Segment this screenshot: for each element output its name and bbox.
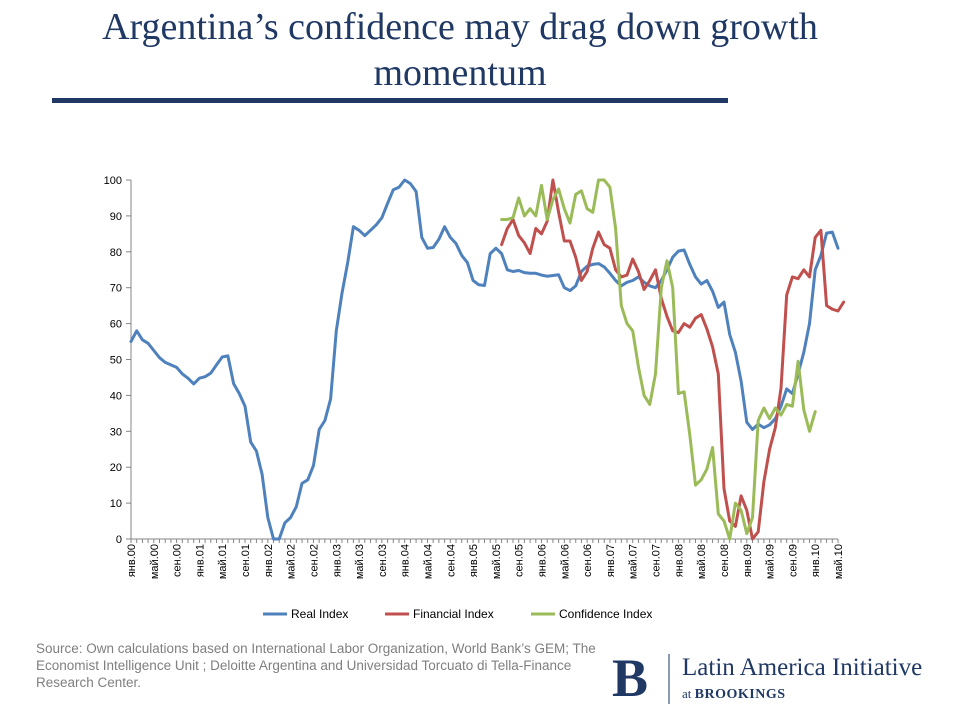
x-tick-label: янв.08 [673,544,685,577]
x-tick-label: май.07 [628,544,640,579]
series-line [500,178,846,541]
brookings-logo: B Latin America Initiative at BROOKINGS [612,650,952,710]
slide-title: Argentina’s confidence may drag down gro… [102,6,818,94]
x-tick-label: янв.04 [400,544,412,577]
x-tick-label: май.01 [217,544,229,579]
x-tick-label: сен.07 [651,544,663,577]
title-underline [52,98,728,103]
y-tick-label: 40 [110,390,122,402]
logo-sub-prefix: at [682,686,692,701]
y-tick-label: 30 [110,426,122,438]
x-tick-label: май.05 [491,544,503,579]
source-note: Source: Own calculations based on Intern… [36,641,596,690]
x-tick-label: май.10 [833,544,845,579]
x-tick-label: янв.05 [468,544,480,577]
y-tick-label: 0 [116,534,122,546]
x-tick-label: май.02 [286,544,298,579]
x-tick-label: май.09 [765,544,777,579]
x-tick-label: май.08 [696,544,708,579]
logo-divider [668,654,670,704]
x-tick-label: сен.04 [445,544,457,577]
y-tick-label: 100 [104,175,122,187]
brookings-b-mark: B [612,648,649,708]
line-chart: 0 10 20 30 40 50 60 70 80 90 100 янв.00 май.00 сен.0… [104,175,846,621]
x-tick-label: янв.07 [605,544,617,577]
x-tick-label: май.06 [559,544,571,579]
series-line [129,178,840,541]
y-axis: 0 10 20 30 40 50 60 70 80 90 100 [104,175,132,546]
x-tick-label: сен.03 [377,544,389,577]
logo-initiative-name: Latin America Initiative [682,654,923,681]
x-tick-label: янв.06 [537,544,549,577]
legend-label: Real Index [291,607,348,621]
legend-label: Confidence Index [559,607,652,621]
x-tick-label: сен.09 [787,544,799,577]
logo-subtitle: at BROOKINGS [682,686,786,703]
x-tick-label: сен.08 [719,544,731,577]
y-tick-label: 70 [110,283,122,295]
x-tick-label: янв.00 [126,544,138,577]
x-tick-label: янв.10 [810,544,822,577]
x-tick-label: сен.01 [240,544,252,577]
x-axis: янв.00 май.00 сен.00 янв.01 май.01 сен.01 янв.… [126,538,845,579]
x-tick-label: сен.05 [514,544,526,577]
legend: Real Index Financial Index Confidence Inde… [263,607,652,621]
x-tick-label: сен.02 [308,544,320,577]
x-tick-label: сен.06 [582,544,594,577]
series-layer [129,178,846,541]
x-tick-label: сен.00 [172,544,184,577]
y-tick-label: 80 [110,247,122,259]
x-tick-label: янв.09 [742,544,754,577]
x-tick-label: янв.03 [331,544,343,577]
y-tick-label: 10 [110,498,122,510]
x-tick-label: май.04 [422,544,434,579]
y-tick-label: 60 [110,319,122,331]
series-line [500,178,817,541]
x-tick-label: май.00 [149,544,161,579]
logo-sub-org: BROOKINGS [694,687,786,702]
x-tick-label: янв.02 [263,544,275,577]
legend-label: Financial Index [413,607,494,621]
x-tick-label: янв.01 [194,544,206,577]
y-tick-label: 20 [110,462,122,474]
y-tick-label: 90 [110,211,122,223]
x-tick-label: май.03 [354,544,366,579]
y-tick-label: 50 [110,355,122,367]
